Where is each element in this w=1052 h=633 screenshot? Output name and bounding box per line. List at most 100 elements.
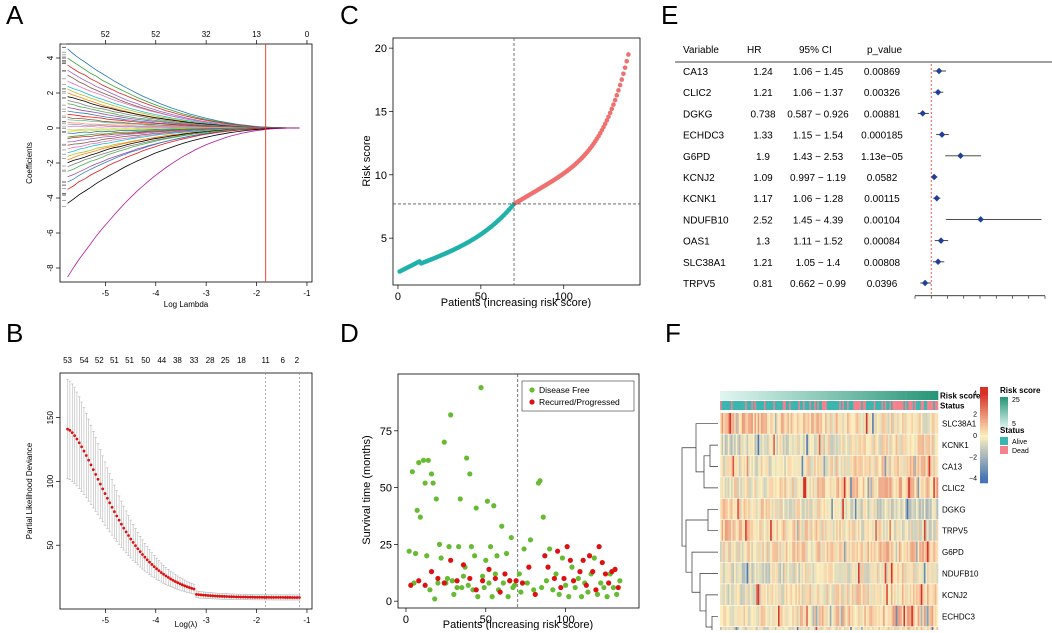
deviance-point [66,427,69,431]
deviance-point [68,428,72,432]
heatmap-cell [790,541,793,563]
deviance-point [145,558,149,562]
heatmap-cell [912,413,915,434]
heatmap-cell [859,520,862,541]
heatmap-cell [779,541,782,563]
heatmap-cell [721,627,724,630]
status-cell [861,401,864,410]
risk-score-cell [934,391,937,400]
heatmap-cell [903,520,906,541]
disease-free-point [456,544,462,550]
heatmap-cell [752,520,755,541]
heatmap-cell [892,605,895,627]
heatmap-cell [887,413,890,434]
status-cell [898,401,901,410]
heatmap-cell [721,413,724,434]
heatmap-cell [925,584,928,605]
heatmap-cell [762,434,765,456]
heatmap-cell [814,434,816,456]
disease-free-point [483,557,489,563]
heatmap-cell [886,455,889,477]
recurred-point [486,566,492,572]
heatmap-cell [801,562,804,584]
heatmap-cell [900,434,903,456]
heatmap-cell [773,520,776,541]
p-value: 0.00326 [864,88,901,99]
heatmap-cell [842,605,845,627]
heatmap-cell [762,477,765,498]
heatmap-cell [879,455,882,477]
heatmap-cell [759,584,762,605]
heatmap-cell [867,477,870,498]
heatmap-cell [801,605,804,627]
heatmap-cell [832,541,835,563]
heatmap-cell [781,477,784,498]
heatmap-cell [916,455,918,477]
status-cell [754,401,757,410]
heatmap-cell [876,413,879,434]
risk-score-cell [837,391,840,400]
heatmap-cell [745,605,747,627]
heatmap-cell [814,455,816,477]
heatmap-cell [763,562,766,584]
heatmap-cell [897,434,900,456]
disease-free-point [524,580,530,586]
heatmap-cell [741,520,744,541]
heatmap-cell [818,605,821,627]
heatmap-cell [790,562,793,584]
heatmap-cell [933,413,936,434]
disease-free-point [594,591,601,597]
heatmap-cell [759,477,762,498]
color-scale-label: 2 [973,412,977,419]
recurred-point [492,575,498,582]
risk-score-cell [825,391,827,400]
heatmap-cell [796,413,799,434]
heatmap-cell [749,413,752,434]
heatmap-cell [743,584,746,605]
heatmap-cell [812,477,815,498]
heatmap-cell [821,477,824,498]
status-cell [748,401,751,410]
heatmap-cell [868,627,871,630]
heatmap-cell [927,477,929,498]
risk-score-cell [738,391,741,400]
color-scale-segment [980,394,988,397]
heatmap-cell [897,413,900,434]
risk-score-cell [898,391,901,400]
deviance-point [283,596,287,599]
heatmap-cell [774,627,777,630]
heatmap-cell [767,434,769,456]
heatmap-cell [818,541,821,563]
heatmap-cell [756,562,758,584]
heatmap-cell [765,520,768,541]
heatmap-cell [735,562,738,584]
heatmap-cell [735,413,738,434]
deviance-point [279,596,283,599]
heatmap-cell [729,455,732,477]
risk-score-cell [832,391,835,400]
heatmap-cell [756,541,758,563]
heatmap-cell [851,413,854,434]
risk-score-cell [897,391,900,400]
heatmap-cell [834,541,837,563]
heatmap-cell [927,584,929,605]
heatmap-cell [741,498,744,520]
heatmap-cell [898,477,901,498]
heatmap-cell [774,413,777,434]
panel-label-f: F [665,318,681,348]
heatmap-cell [801,584,804,605]
status-cell [847,401,849,410]
heatmap-cell [735,498,738,520]
heatmap-cell [751,477,754,498]
deviance-point [87,458,91,462]
heatmap-cell [724,627,727,630]
heatmap-cell [928,477,931,498]
heatmap-cell [751,584,754,605]
risk-legend-segment [1000,398,1008,401]
heatmap-cell [842,477,845,498]
heatmap-cell [779,584,782,605]
heatmap-cell [930,605,933,627]
heatmap-cell [853,477,856,498]
heatmap-cell [738,498,741,520]
heatmap-cell [784,434,787,456]
